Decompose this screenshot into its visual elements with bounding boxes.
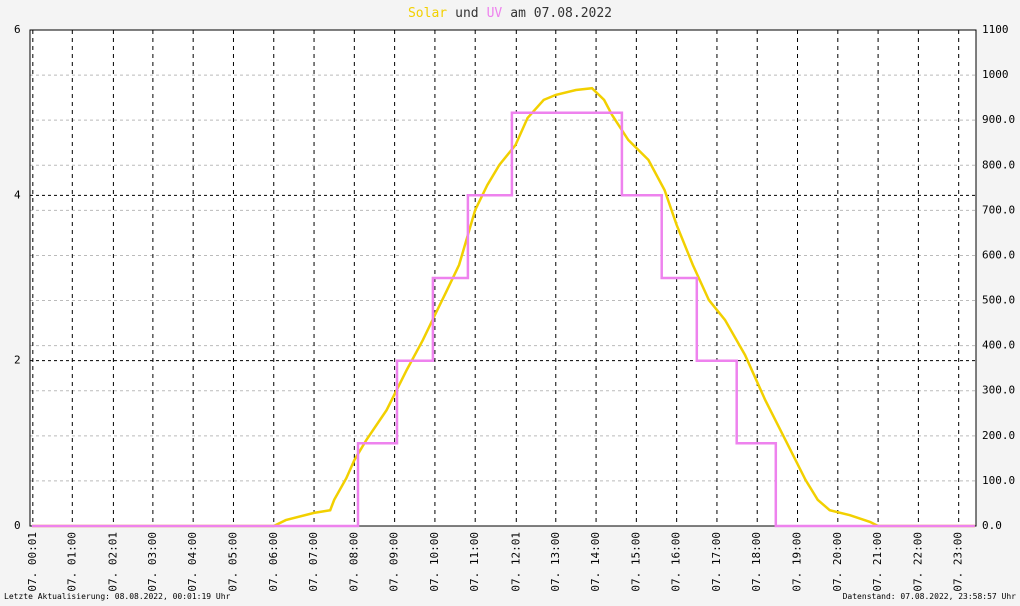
x-tick-label: 07. 02:01: [106, 532, 119, 592]
title-suffix: am 07.08.2022: [510, 6, 612, 21]
x-tick-label: 07. 05:00: [226, 532, 239, 592]
title-solar: Solar: [408, 6, 447, 21]
y-tick-label: 4: [14, 188, 21, 201]
y2-tick-label: 200.0: [982, 429, 1015, 442]
y2-tick-label: 1100: [982, 23, 1009, 36]
chart-title: Solar und UV am 07.08.2022: [408, 6, 612, 21]
y2-tick-label: 700.0: [982, 203, 1015, 216]
x-tick-label: 07. 13:00: [549, 532, 562, 592]
y2-tick-label: 1000: [982, 68, 1009, 81]
x-tick-label: 07. 18:00: [750, 532, 763, 592]
x-tick-label: 07. 16:00: [670, 532, 683, 592]
x-tick-label: 07. 08:00: [347, 532, 360, 592]
x-tick-label: 07. 17:00: [710, 532, 723, 592]
data-line: [32, 86, 975, 528]
y2-tick-label: 600.0: [982, 248, 1015, 261]
x-tick-label: 07. 11:00: [468, 532, 481, 592]
y2-tick-label: 500.0: [982, 294, 1015, 307]
x-tick-label: 07. 15:00: [629, 532, 642, 592]
x-tick-label: 07. 14:00: [589, 532, 602, 592]
y2-tick-label: 900.0: [982, 113, 1015, 126]
y2-tick-label: 300.0: [982, 384, 1015, 397]
x-tick-label: 07. 09:00: [388, 532, 401, 592]
x-tick-label: 07. 07:00: [307, 532, 320, 592]
x-tick-label: 07. 00:01: [26, 532, 39, 592]
footer-left: Letzte Aktualisierung: 08.08.2022, 00:01…: [4, 592, 231, 601]
title-uv: UV: [487, 6, 503, 21]
y-tick-label: 6: [14, 23, 21, 36]
x-tick-label: 07. 03:00: [146, 532, 159, 592]
x-tick-label: 07. 12:01: [509, 532, 522, 592]
y2-tick-label: 100.0: [982, 474, 1015, 487]
y-tick-label: 2: [14, 354, 21, 367]
x-tick-label: 07. 21:00: [871, 532, 884, 592]
x-tick-label: 07. 22:00: [911, 532, 924, 592]
plot-frame: [29, 29, 977, 527]
x-tick-label: 07. 19:00: [791, 532, 804, 592]
title-connector: und: [455, 6, 478, 21]
x-tick-label: 07. 01:00: [65, 532, 78, 592]
y2-tick-label: 800.0: [982, 158, 1015, 171]
y2-tick-label: 0.0: [982, 519, 1002, 532]
plot-area: [30, 30, 976, 526]
x-tick-label: 07. 04:00: [186, 532, 199, 592]
x-tick-label: 07. 06:00: [267, 532, 280, 592]
y-tick-label: 0: [14, 519, 21, 532]
x-tick-label: 07. 20:00: [831, 532, 844, 592]
footer-right: Datenstand: 07.08.2022, 23:58:57 Uhr: [843, 592, 1017, 601]
x-tick-label: 07. 10:00: [428, 532, 441, 592]
data-line: [32, 111, 975, 528]
x-tick-label: 07. 23:00: [952, 532, 965, 592]
y2-tick-label: 400.0: [982, 339, 1015, 352]
